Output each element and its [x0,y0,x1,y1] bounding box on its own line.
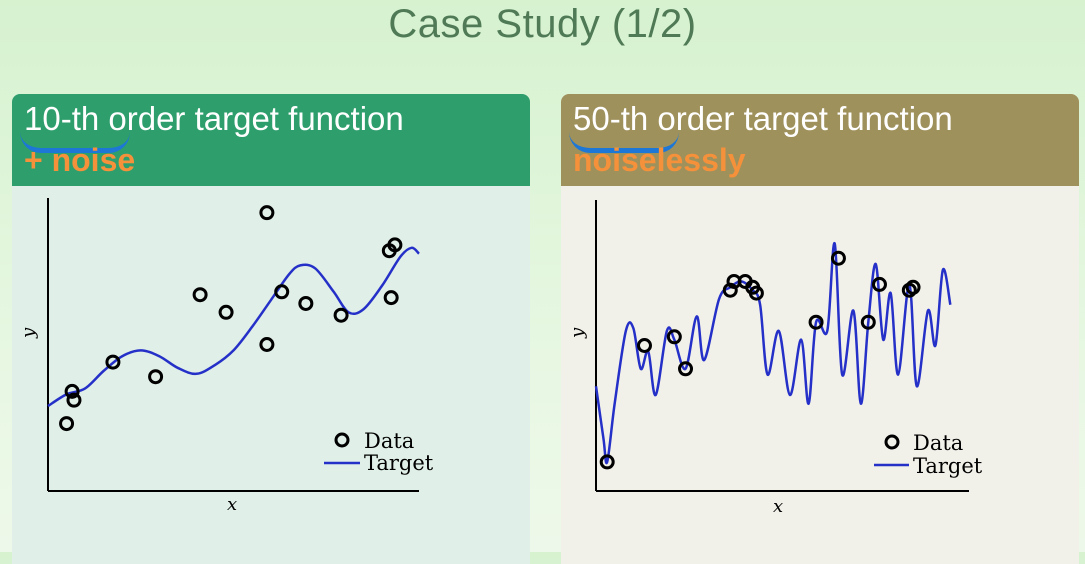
legend-data-label: Data [913,431,963,455]
panel-left-subtitle: + noise [24,142,136,178]
data-point-5 [148,369,164,385]
legend-data-marker [884,434,900,450]
data-point-11 [298,295,314,311]
target-curve [594,242,952,465]
data-point-9 [259,337,275,352]
legend-target-label: Target [913,454,983,478]
panel-right-title: 50-th order target function [573,100,953,138]
data-point-1 [599,454,615,470]
data-point-4 [105,354,121,370]
legend-data-label: Data [364,429,414,453]
data-point-12 [333,307,349,323]
legend-target-label: Target [364,451,434,475]
target-curve [47,246,420,408]
data-point-15 [905,279,921,295]
data-point-12 [860,314,876,330]
data-point-3 [666,329,682,345]
x-axis-label: x [227,494,237,515]
data-point-7 [218,304,234,320]
data-point-2 [636,338,652,353]
data-point-13 [871,276,887,292]
slide-title: Case Study (1/2) [388,2,697,46]
panel-right-highlight: 50-th [573,100,649,137]
legend-data-marker [334,432,350,448]
data-point-3 [66,392,82,408]
data-point-6 [192,287,208,303]
data-point-9 [748,285,764,301]
data-point-4 [678,361,694,377]
y-axis-label: y [567,327,588,339]
data-point-14 [387,237,403,253]
data-point-15 [383,290,399,306]
panel-right: 50-th order target function noiselessly … [561,94,1079,564]
panel-right-title-rest: order target function [648,100,953,137]
panel-left-header: 10-th order target function + noise [12,94,530,186]
data-point-1 [59,416,75,432]
panel-right-subtitle: noiselessly [573,142,746,178]
pen-underline-mark [569,132,679,153]
chart-left: x y Data Target [18,198,434,515]
pen-underline-mark [20,132,130,153]
data-point-10 [274,284,290,300]
panel-left-title-rest: order target function [99,100,404,137]
data-point-10 [808,314,824,330]
panel-right-header: 50-th order target function noiselessly [561,94,1079,186]
data-point-2 [64,383,80,399]
panel-left-highlight: 10-th [24,100,100,137]
data-point-8 [259,205,275,221]
y-axis-label: y [18,327,39,339]
x-axis-label: x [773,496,783,517]
panel-left-title: 10-th order target function [24,100,404,138]
panel-left: 10-th order target function + noise x y … [12,94,530,564]
data-point-11 [830,250,846,266]
chart-right: x y Data Target [567,200,983,517]
